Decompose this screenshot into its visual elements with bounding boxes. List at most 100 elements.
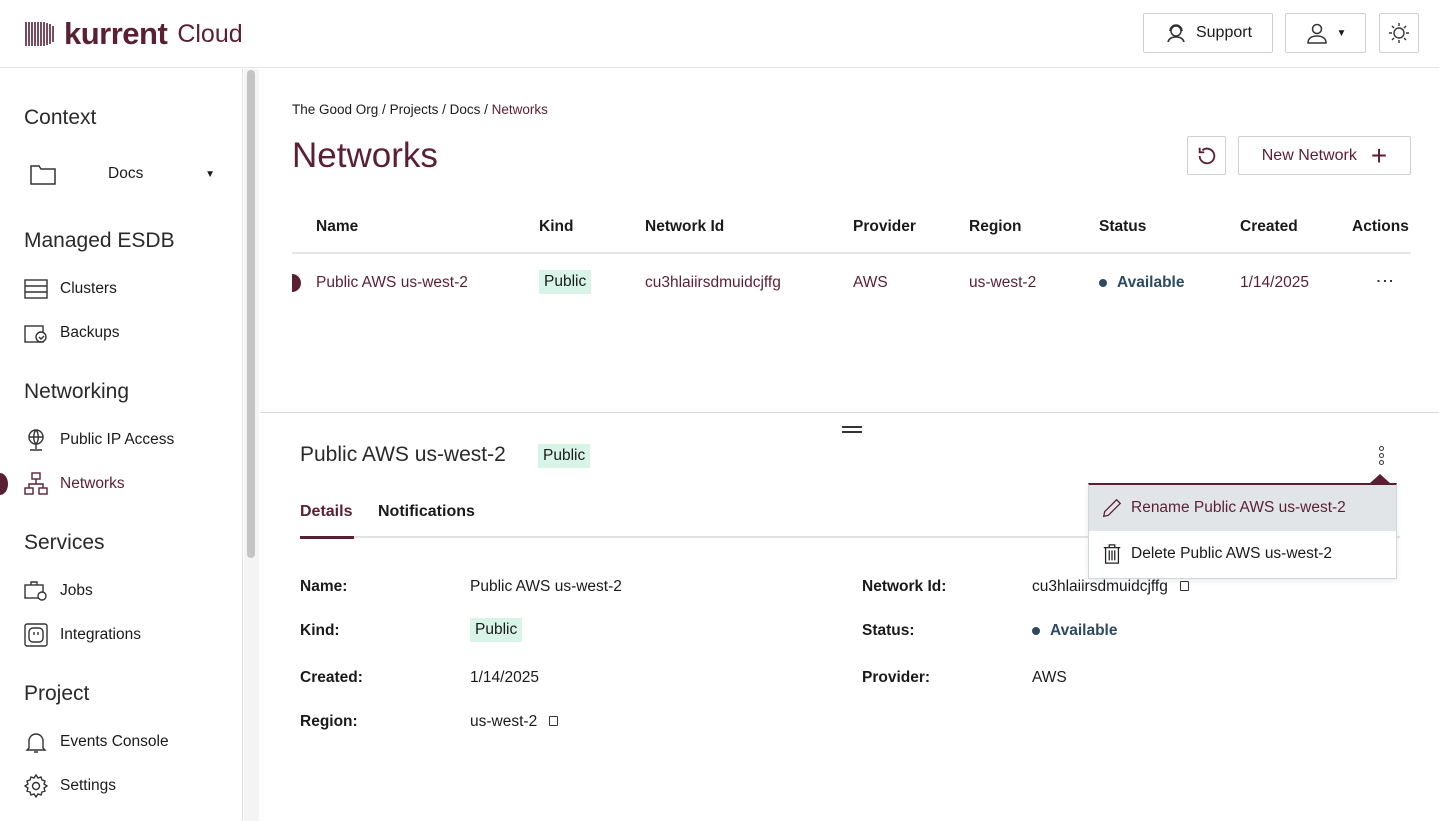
copy-icon[interactable]	[1179, 581, 1189, 591]
panel-divider	[260, 412, 1439, 413]
created-label: Created:	[300, 669, 363, 686]
name-label: Name:	[300, 578, 348, 595]
sidebar-item-jobs[interactable]: Jobs	[24, 579, 93, 603]
tab-details[interactable]: Details	[300, 503, 354, 539]
col-status[interactable]: Status	[1099, 218, 1147, 235]
backup-icon	[24, 325, 47, 343]
sidebar-item-public-ip-access[interactable]: Public IP Access	[24, 428, 174, 452]
col-created[interactable]: Created	[1240, 218, 1298, 235]
sidebar-item-clusters[interactable]: Clusters	[24, 277, 117, 301]
copy-icon[interactable]	[549, 716, 559, 726]
header-divider	[292, 252, 1411, 254]
network-id-value: cu3hlaiirsdmuidcjffg	[1032, 578, 1168, 595]
resize-handle-icon[interactable]	[842, 426, 862, 433]
created-value: 1/14/2025	[470, 669, 539, 686]
breadcrumb-docs[interactable]: Docs	[449, 102, 481, 117]
name-value: Public AWS us-west-2	[470, 578, 622, 595]
page-title: Networks	[292, 136, 438, 175]
tab-notifications[interactable]: Notifications	[378, 503, 475, 520]
cell-provider: AWS	[853, 274, 888, 291]
gear-icon	[24, 774, 48, 798]
label: Integrations	[60, 626, 141, 643]
label: Events Console	[60, 733, 169, 750]
breadcrumb-org[interactable]: The Good Org	[292, 102, 379, 117]
status-text: Available	[1117, 274, 1185, 291]
active-indicator	[0, 473, 8, 495]
network-icon	[24, 472, 48, 495]
scrollbar-thumb[interactable]	[247, 70, 255, 558]
breadcrumb-current: Networks	[491, 102, 548, 117]
headset-icon	[1167, 24, 1185, 43]
sidebar-item-settings[interactable]: Settings	[24, 774, 116, 798]
new-network-button[interactable]: New Network +	[1238, 136, 1411, 175]
breadcrumb: The Good Org / Projects / Docs / Network…	[292, 102, 548, 117]
plus-icon: +	[1370, 139, 1388, 171]
kind-badge: Public	[539, 270, 592, 294]
label: Backups	[60, 324, 120, 341]
row-actions-icon[interactable]: ⋮	[1375, 272, 1395, 290]
region-label: Region:	[300, 713, 358, 730]
logo-suffix: Cloud	[177, 19, 243, 48]
server-icon	[24, 279, 48, 299]
cell-network-id: cu3hlaiirsdmuidcjffg	[645, 274, 781, 291]
detail-title: Public AWS us-west-2	[300, 443, 506, 466]
sidebar-item-events-console[interactable]: Events Console	[24, 730, 169, 754]
status-label: Status:	[862, 622, 915, 639]
cell-name[interactable]: Public AWS us-west-2	[316, 274, 468, 291]
menu-item-rename[interactable]: Rename Public AWS us-west-2	[1089, 485, 1396, 531]
kind-label: Kind:	[300, 622, 340, 639]
label: Settings	[60, 777, 117, 794]
kind-value: Public	[470, 618, 523, 642]
top-header: kurrent Cloud Support ▼	[0, 0, 1439, 68]
provider-value: AWS	[1032, 669, 1067, 686]
project-select-value: Docs	[108, 165, 144, 182]
bell-icon	[25, 733, 47, 753]
folder-icon	[30, 165, 56, 185]
refresh-button[interactable]	[1187, 136, 1226, 175]
new-network-label: New Network	[1261, 146, 1357, 164]
section-services: Services	[24, 531, 105, 554]
support-button[interactable]: Support	[1143, 13, 1273, 53]
delete-label: Delete Public AWS us-west-2	[1131, 545, 1333, 562]
status-dot	[1099, 278, 1107, 287]
label: Jobs	[60, 582, 93, 599]
provider-label: Provider:	[862, 669, 931, 686]
region-value: us-west-2	[470, 713, 538, 730]
sidebar: Context Docs ▼ Managed ESDB Clusters Bac…	[0, 69, 243, 821]
plug-icon	[24, 623, 48, 647]
col-actions: Actions	[1352, 218, 1409, 235]
pencil-icon	[1102, 498, 1122, 518]
context-title: Context	[24, 106, 97, 129]
col-kind[interactable]: Kind	[539, 218, 574, 235]
col-name[interactable]: Name	[316, 218, 359, 235]
actions-menu: Rename Public AWS us-west-2 Delete Publi…	[1088, 474, 1397, 579]
sun-icon	[1389, 23, 1409, 43]
col-provider[interactable]: Provider	[853, 218, 916, 235]
cell-region: us-west-2	[969, 274, 1037, 291]
label: Clusters	[60, 280, 117, 297]
sidebar-item-backups[interactable]: Backups	[24, 321, 119, 345]
kurrent-logo[interactable]: kurrent Cloud	[24, 16, 243, 52]
logo-text: kurrent	[64, 16, 168, 51]
col-network-id[interactable]: Network Id	[645, 218, 725, 235]
detail-actions-icon[interactable]	[1373, 446, 1389, 466]
theme-toggle-button[interactable]	[1379, 13, 1419, 53]
sidebar-item-integrations[interactable]: Integrations	[24, 623, 141, 647]
refresh-icon	[1198, 147, 1215, 164]
user-icon	[1306, 23, 1327, 44]
user-menu-button[interactable]: ▼	[1285, 13, 1366, 53]
sidebar-item-networks[interactable]: Networks	[24, 472, 125, 496]
menu-item-delete[interactable]: Delete Public AWS us-west-2	[1089, 531, 1396, 577]
rename-label: Rename Public AWS us-west-2	[1131, 499, 1346, 516]
trash-icon	[1103, 544, 1121, 564]
cell-created: 1/14/2025	[1240, 274, 1309, 291]
caret-down-icon: ▼	[205, 168, 215, 180]
status-dot	[1032, 626, 1040, 635]
section-networking: Networking	[24, 380, 130, 403]
breadcrumb-projects[interactable]: Projects	[389, 102, 439, 117]
label: Public IP Access	[60, 431, 175, 448]
col-region[interactable]: Region	[969, 218, 1022, 235]
selected-indicator	[292, 274, 301, 292]
project-select[interactable]: Docs ▼	[30, 163, 215, 185]
detail-kind-badge: Public	[538, 444, 591, 468]
